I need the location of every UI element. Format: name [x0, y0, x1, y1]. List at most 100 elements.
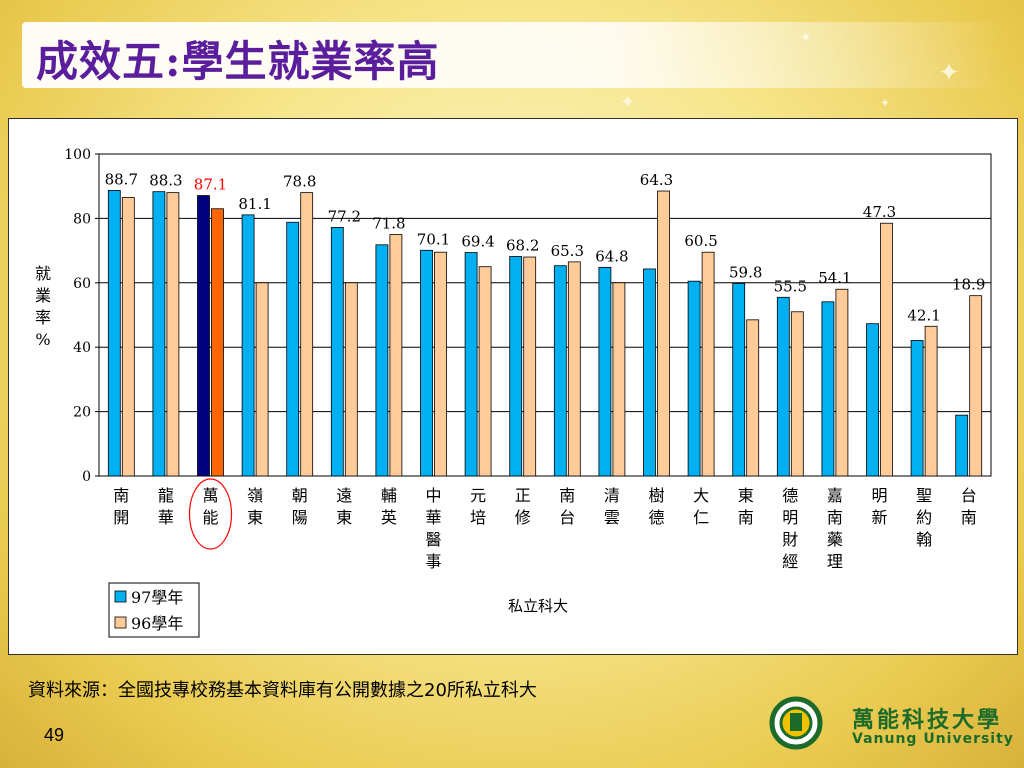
x-tick-label-char: 輔 [381, 486, 397, 505]
x-tick-label-char: 東 [247, 508, 263, 527]
bar-97 [330, 227, 344, 477]
x-tick-label-char: 大 [693, 486, 709, 505]
y-axis-label-char: % [35, 330, 50, 349]
x-tick-label-char: 南 [113, 486, 129, 505]
bar-96 [790, 311, 804, 477]
x-tick-label-char: 清 [604, 486, 620, 505]
bar-96 [121, 197, 135, 477]
data-label: 69.4 [461, 233, 494, 251]
chart-container: 0 20 40 60 80 100 就業率% 88.7 南開 88.3 龍華 87.1 萬能 81.1 嶺東… [8, 118, 1018, 655]
y-tick-label: 40 [73, 340, 91, 356]
bar-97 [197, 195, 210, 477]
x-axis-label: 私立科大 [508, 597, 568, 615]
bar-96 [657, 190, 670, 477]
x-tick-label-char: 南 [559, 486, 575, 505]
title-bar [22, 22, 1002, 88]
x-tick-label-char: 中 [425, 486, 441, 505]
x-tick-label-char: 萬 [202, 486, 218, 505]
bar-96 [567, 261, 581, 477]
bar-96 [166, 192, 180, 477]
x-tick-label-char: 龍 [158, 486, 174, 505]
x-tick-label-char: 經 [782, 552, 798, 571]
bar-97 [687, 280, 701, 477]
x-tick-label-char: 能 [202, 508, 218, 527]
x-tick-label-char: 正 [515, 486, 531, 505]
x-tick-label-char: 東 [336, 508, 352, 527]
x-tick-label-char: 開 [113, 508, 129, 527]
y-tick-label: 60 [73, 276, 91, 292]
bar-97 [509, 255, 523, 477]
x-tick-label-char: 華 [425, 508, 441, 527]
x-tick-label-char: 台 [961, 486, 977, 505]
legend-label: 96學年 [131, 614, 183, 633]
data-label: 88.3 [149, 172, 182, 190]
data-label: 64.8 [595, 247, 628, 265]
decorative-star: ✦ [880, 96, 891, 110]
bar-96 [835, 288, 849, 477]
bar-96 [389, 234, 403, 477]
vanung-logo-icon [769, 696, 823, 750]
x-tick-label-char: 華 [158, 508, 174, 527]
x-tick-label-char: 明 [871, 486, 887, 505]
bar-96 [924, 325, 938, 477]
x-tick-label-char: 元 [470, 486, 486, 505]
bar-96 [300, 192, 314, 477]
source-note: 資料來源：全國技專校務基本資料庫有公開數據之20所私立科大 [28, 680, 537, 701]
data-label: 54.1 [818, 269, 851, 287]
y-tick-label: 0 [82, 469, 91, 485]
bar-97 [776, 296, 790, 477]
x-tick-label-char: 德 [648, 508, 664, 527]
bar-97 [420, 249, 433, 477]
x-tick-label-char: 約 [916, 508, 932, 527]
x-tick-label-char: 樹 [648, 486, 664, 505]
bar-97 [732, 283, 746, 477]
data-label: 55.5 [774, 277, 807, 295]
x-tick-label-char: 遠 [336, 486, 352, 505]
page-number: 49 [44, 725, 65, 745]
x-tick-label-char: 陽 [292, 508, 308, 527]
bar-96 [880, 222, 893, 477]
data-label: 47.3 [863, 203, 896, 221]
bar-96 [612, 282, 626, 477]
decorative-star: ✦ [620, 92, 636, 113]
y-axis-label-char: 率 [35, 308, 51, 327]
x-tick-label-char: 財 [782, 530, 798, 549]
bar-96 [211, 208, 224, 477]
bar-97 [286, 221, 300, 477]
x-tick-label-char: 事 [425, 552, 441, 571]
data-label: 18.9 [952, 276, 985, 294]
bar-96 [478, 266, 492, 477]
bar-96 [434, 251, 447, 477]
x-tick-label-char: 仁 [693, 508, 709, 527]
x-tick-label-char: 英 [381, 508, 397, 527]
x-tick-label-char: 東 [738, 486, 754, 505]
plot-area-frame [98, 153, 992, 477]
x-tick-label-char: 雲 [604, 508, 620, 527]
bar-97 [241, 214, 255, 477]
data-label: 59.8 [729, 263, 762, 281]
bar-96 [255, 282, 269, 477]
bar-97 [643, 268, 656, 477]
bar-97 [464, 252, 478, 477]
y-tick-label: 100 [64, 147, 91, 163]
x-tick-label-char: 朝 [292, 486, 308, 505]
data-label: 71.8 [372, 215, 405, 233]
slide-title: 成效五:學生就業率高 [36, 37, 440, 86]
bar-96 [701, 251, 715, 477]
x-tick-label-char: 明 [782, 508, 798, 527]
data-label: 42.1 [907, 306, 940, 324]
data-label: 64.3 [640, 171, 673, 189]
x-tick-label-char: 藥 [827, 530, 843, 549]
legend-swatch [114, 616, 127, 629]
data-label: 68.2 [506, 236, 539, 254]
bar-97 [152, 191, 166, 477]
y-tick-label: 20 [73, 405, 91, 421]
legend-label: 97學年 [131, 588, 183, 607]
bar-97 [375, 244, 389, 477]
x-tick-label-char: 理 [827, 552, 843, 571]
y-axis-label-char: 就 [35, 264, 51, 283]
data-label: 65.3 [551, 242, 584, 260]
highlight-circle [188, 478, 233, 550]
bar-97 [910, 340, 924, 477]
y-axis-label-char: 業 [35, 286, 51, 305]
